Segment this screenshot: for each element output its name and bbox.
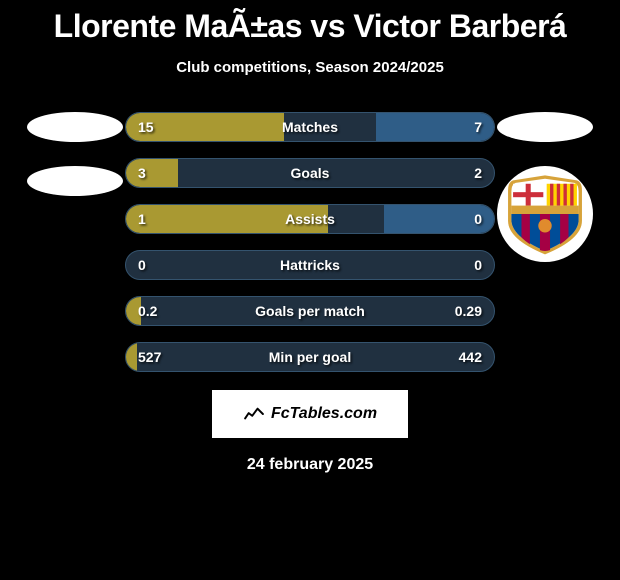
right-team-oval — [497, 112, 593, 142]
comparison-infographic: Llorente MaÃ±as vs Victor Barberá Club c… — [0, 0, 620, 580]
barcelona-crest-icon — [503, 172, 587, 256]
stat-row: 1 Assists 0 — [125, 204, 495, 234]
branding-box: FcTables.com — [212, 390, 408, 438]
stat-value-right: 2 — [474, 165, 482, 181]
stat-label: Min per goal — [269, 349, 351, 365]
stats-area: 15 Matches 7 3 Goals 2 1 Assists 0 0 Hattricks 0 0.2… — [0, 112, 620, 372]
page-title: Llorente MaÃ±as vs Victor Barberá — [54, 8, 567, 45]
stat-row: 0 Hattricks 0 — [125, 250, 495, 280]
stat-value-right: 442 — [459, 349, 482, 365]
stat-label: Goals per match — [255, 303, 365, 319]
stat-value-left: 0 — [138, 257, 146, 273]
branding-text: FcTables.com — [271, 405, 377, 423]
stat-label: Goals — [291, 165, 330, 181]
stat-value-right: 7 — [474, 119, 482, 135]
stat-value-right: 0 — [474, 257, 482, 273]
left-team-oval-1 — [27, 112, 123, 142]
stat-row: 527 Min per goal 442 — [125, 342, 495, 372]
stat-row: 15 Matches 7 — [125, 112, 495, 142]
stat-row: 0.2 Goals per match 0.29 — [125, 296, 495, 326]
stats-column: 15 Matches 7 3 Goals 2 1 Assists 0 0 Hattricks 0 0.2… — [125, 112, 495, 372]
right-team-crest-circle — [497, 166, 593, 262]
stat-fill-left — [126, 159, 178, 187]
right-team-badges — [495, 112, 595, 262]
stat-value-left: 15 — [138, 119, 154, 135]
stat-value-left: 0.2 — [138, 303, 157, 319]
footer-date: 24 february 2025 — [247, 456, 373, 474]
stat-row: 3 Goals 2 — [125, 158, 495, 188]
stat-value-right: 0 — [474, 211, 482, 227]
stat-value-right: 0.29 — [455, 303, 482, 319]
left-team-oval-2 — [27, 166, 123, 196]
left-team-badges — [25, 112, 125, 196]
stat-value-left: 527 — [138, 349, 161, 365]
fctables-logo-icon — [243, 406, 265, 422]
stat-label: Assists — [285, 211, 335, 227]
stat-label: Hattricks — [280, 257, 340, 273]
stat-value-left: 1 — [138, 211, 146, 227]
stat-value-left: 3 — [138, 165, 146, 181]
stat-fill-left — [126, 343, 137, 371]
page-subtitle: Club competitions, Season 2024/2025 — [176, 59, 444, 76]
stat-label: Matches — [282, 119, 338, 135]
